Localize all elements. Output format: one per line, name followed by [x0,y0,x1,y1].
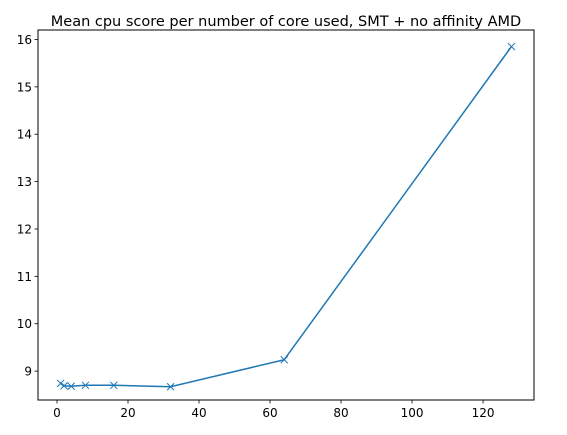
marker-stroke [166,382,175,391]
data-point-marker [56,379,65,388]
data-point-marker [60,381,68,390]
x-tick-label: 120 [472,406,495,420]
marker-stroke [507,42,516,51]
x-tick-label: 0 [53,406,61,420]
series-layer [56,42,516,391]
y-tick-label: 13 [17,175,32,189]
x-tick-label: 60 [262,406,277,420]
y-tick-label: 14 [17,128,32,142]
series-line [60,46,513,388]
y-axis: 9 10 11 12 13 14 15 16 [17,33,38,379]
x-tick-label: 20 [120,406,135,420]
plot-area [37,29,535,401]
data-point-marker [67,382,76,391]
marker-stroke [60,381,68,390]
x-axis: 0 20 40 60 80 100 120 [53,400,495,420]
chart-title: Mean cpu score per number of core used, … [51,14,521,30]
y-tick-label: 9 [24,365,32,379]
y-tick-label: 16 [17,33,32,47]
data-point-marker [280,355,289,364]
x-tick-label: 40 [191,406,206,420]
y-tick-label: 11 [17,270,32,284]
y-tick-label: 10 [17,317,32,331]
y-tick-label: 12 [17,222,32,236]
x-tick-label: 100 [401,406,424,420]
data-point-marker [109,381,118,390]
marker-stroke [280,355,289,364]
marker-stroke [56,379,65,388]
data-point-marker [507,42,516,51]
marker-stroke [67,382,76,391]
data-point-marker [81,381,90,390]
marker-stroke [81,381,90,390]
marker-stroke [109,381,118,390]
data-point-marker [166,382,175,391]
x-tick-label: 80 [333,406,348,420]
y-tick-label: 15 [17,80,32,94]
